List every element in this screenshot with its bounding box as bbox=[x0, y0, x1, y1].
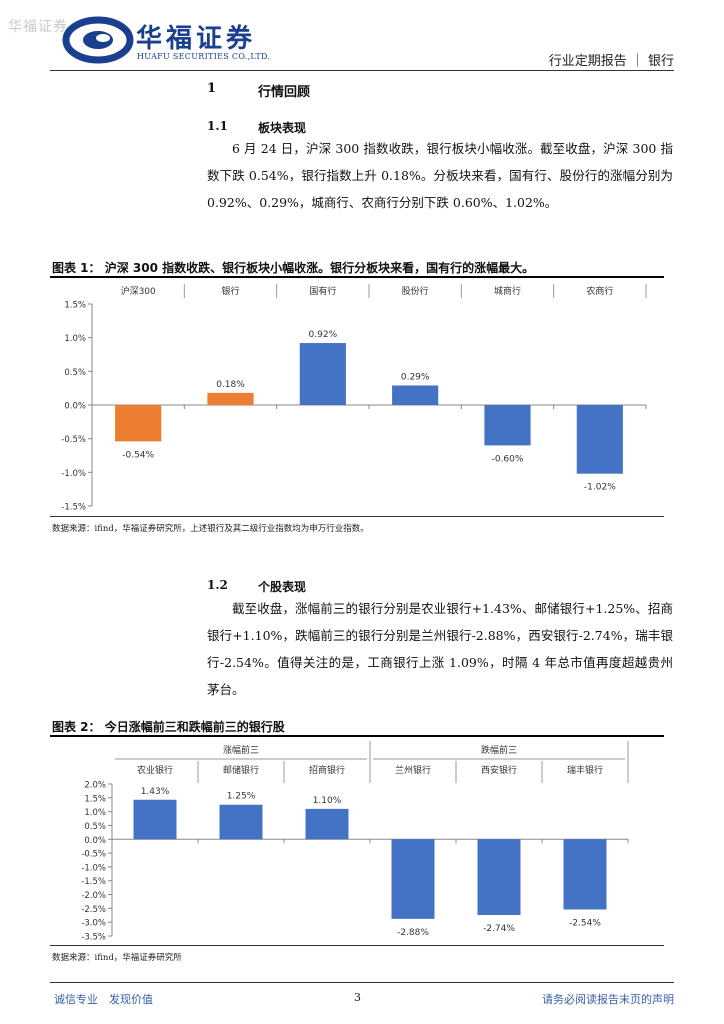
bar bbox=[392, 385, 439, 405]
category-label: 农业银行 bbox=[137, 764, 173, 776]
category-label: 城商行 bbox=[494, 285, 521, 297]
category-label: 沪深300 bbox=[121, 285, 156, 297]
y-tick-label: 0.0% bbox=[84, 836, 106, 846]
y-tick-label: 0.5% bbox=[64, 368, 86, 378]
y-tick-label: -1.0% bbox=[81, 863, 106, 873]
bar bbox=[484, 405, 531, 446]
paragraph-text: 截至收盘，涨幅前三的银行分别是农业银行+1.43%、邮储银行+1.25%、招商银… bbox=[207, 601, 673, 697]
figure1-bottom-rule bbox=[50, 516, 664, 517]
subsection-number: 1.1 bbox=[207, 119, 228, 133]
y-tick-label: 1.5% bbox=[64, 301, 86, 311]
data-label: 1.10% bbox=[313, 796, 342, 806]
subsection-title: 板块表现 bbox=[258, 121, 307, 135]
data-label: -2.54% bbox=[569, 918, 601, 928]
figure1-rule bbox=[50, 276, 664, 278]
data-label: -0.60% bbox=[492, 454, 524, 464]
header-divider bbox=[50, 70, 674, 71]
company-logo-icon bbox=[62, 16, 134, 64]
figure1-source: 数据来源：ifind，华福证券研究所，上述银行及其二级行业指数均为申万行业指数。 bbox=[52, 524, 369, 534]
figure2-rule bbox=[50, 735, 664, 737]
group-label-gainers: 涨幅前三 bbox=[223, 744, 259, 756]
y-tick-label: 1.5% bbox=[84, 794, 106, 804]
chart1-sector-performance: 1.5% 1.0% 0.5% 0.0% -0.5% -1.0% -1.5% 沪深300 -0.5… bbox=[61, 284, 647, 513]
chart2-top-bottom-banks: 2.0% 1.5% 1.0% 0.5% 0.0% -0.5% -1.0% -1.5% -2.0%… bbox=[81, 741, 629, 943]
data-label: -1.02% bbox=[584, 483, 616, 493]
data-label: -2.88% bbox=[397, 928, 429, 938]
report-type-label: 行业定期报告 ｜ 银行 bbox=[548, 54, 674, 69]
watermark-text: 华福证券 bbox=[8, 19, 68, 35]
category-label: 农商行 bbox=[586, 285, 613, 297]
figure1-title: 图表 1： 沪深 300 指数收跌、银行板块小幅收涨。银行分板块来看，国有行的涨… bbox=[52, 261, 535, 275]
category-label: 兰州银行 bbox=[395, 764, 431, 776]
bar bbox=[477, 839, 521, 915]
y-tick-label: -2.0% bbox=[81, 891, 106, 901]
group-label-losers: 跌幅前三 bbox=[481, 744, 517, 756]
bar bbox=[305, 808, 349, 840]
category-label: 国有行 bbox=[309, 285, 336, 297]
y-tick-label: 0.0% bbox=[64, 402, 86, 412]
page-number: 3 bbox=[354, 991, 361, 1004]
y-tick-label: -3.5% bbox=[81, 933, 106, 943]
y-tick-label: -1.5% bbox=[81, 877, 106, 887]
category-label: 股份行 bbox=[402, 285, 429, 297]
paragraph-stocks: 截至收盘，涨幅前三的银行分别是农业银行+1.43%、邮储银行+1.25%、招商银… bbox=[207, 595, 673, 703]
data-label: -0.54% bbox=[122, 450, 154, 460]
bar bbox=[391, 839, 435, 919]
y-tick-label: -2.5% bbox=[81, 905, 106, 915]
bar bbox=[115, 405, 162, 442]
bar bbox=[219, 804, 263, 840]
y-tick-label: -3.0% bbox=[81, 919, 106, 929]
category-label: 招商银行 bbox=[309, 764, 345, 776]
brand-name-en: HUAFU SECURITIES CO.,LTD. bbox=[137, 52, 271, 61]
data-label: 0.18% bbox=[216, 380, 245, 390]
footer-slogan: 诚信专业 发现价值 bbox=[54, 993, 153, 1006]
bar bbox=[299, 343, 346, 405]
bar bbox=[133, 799, 177, 840]
section-title: 行情回顾 bbox=[258, 85, 311, 100]
paragraph-text: 6 月 24 日，沪深 300 指数收跌，银行板块小幅收涨。截至收盘，沪深 30… bbox=[207, 141, 673, 210]
y-tick-label: 1.0% bbox=[64, 334, 86, 344]
figure2-bottom-rule bbox=[50, 945, 664, 946]
y-tick-label: 2.0% bbox=[84, 781, 106, 791]
category-label: 银行 bbox=[221, 285, 239, 297]
y-tick-label: -1.0% bbox=[61, 469, 86, 479]
brand-name-cn: 华福证券 bbox=[136, 24, 257, 54]
figure2-title: 图表 2： 今日涨幅前三和跌幅前三的银行股 bbox=[52, 720, 285, 734]
y-tick-label: -1.5% bbox=[61, 503, 86, 513]
section-number: 1 bbox=[207, 81, 217, 96]
y-tick-label: 1.0% bbox=[84, 808, 106, 818]
subsection-number: 1.2 bbox=[207, 578, 228, 592]
figure2-source: 数据来源：ifind，华福证券研究所 bbox=[52, 953, 182, 963]
category-label: 西安银行 bbox=[481, 764, 517, 776]
y-tick-label: -0.5% bbox=[81, 850, 106, 860]
data-label: 0.29% bbox=[401, 372, 430, 382]
category-label: 邮储银行 bbox=[223, 764, 259, 776]
category-label: 瑞丰银行 bbox=[567, 764, 603, 776]
data-label: 1.43% bbox=[141, 787, 170, 797]
y-tick-label: -0.5% bbox=[61, 435, 86, 445]
footer-disclaimer: 请务必阅读报告末页的声明 bbox=[542, 993, 674, 1006]
subsection-title: 个股表现 bbox=[258, 580, 307, 594]
bar bbox=[563, 839, 607, 910]
bar bbox=[576, 405, 623, 474]
bar bbox=[207, 392, 254, 405]
data-label: 1.25% bbox=[227, 792, 256, 802]
paragraph-sector: 6 月 24 日，沪深 300 指数收跌，银行板块小幅收涨。截至收盘，沪深 30… bbox=[207, 135, 673, 216]
footer-divider bbox=[50, 982, 674, 983]
data-label: -2.74% bbox=[483, 924, 515, 934]
data-label: 0.92% bbox=[309, 330, 338, 340]
y-tick-label: 0.5% bbox=[84, 822, 106, 832]
